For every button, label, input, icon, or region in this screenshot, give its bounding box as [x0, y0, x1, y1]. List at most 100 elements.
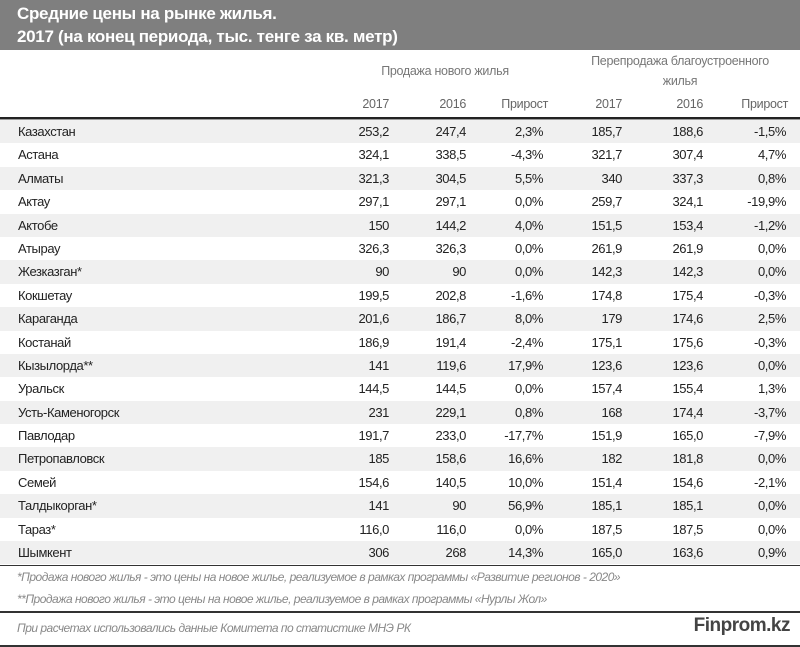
cell-resale-growth: -1,5%	[754, 124, 786, 139]
cell-new-2016: 140,5	[435, 474, 466, 490]
cell-new-2016: 247,4	[435, 124, 466, 139]
cell-city: Семей	[18, 474, 57, 490]
cell-city: Актау	[18, 194, 50, 210]
cell-resale-2017: 321,7	[591, 147, 622, 163]
cell-resale-2017: 261,9	[591, 240, 622, 256]
cell-new-growth: -1,6%	[511, 287, 543, 303]
cell-new-2017: 185	[368, 451, 390, 467]
col-header-resale-2016: 2016	[676, 97, 703, 111]
table-row: Павлодар 191,7 233,0 -17,7% 151,9 165,0 -7,9%	[0, 424, 800, 447]
cell-resale-2017: 168	[601, 404, 623, 420]
group-header-new: Продажа нового жилья	[381, 64, 509, 78]
group-header-resale-1: Перепродажа благоустроенного	[591, 54, 769, 68]
cell-resale-growth: -2,1%	[754, 474, 786, 490]
cell-resale-2017: 151,5	[591, 217, 622, 233]
cell-resale-2016: 142,3	[672, 264, 703, 280]
table-row: Тараз* 116,0 116,0 0,0% 187,5 187,5 0,0%	[0, 518, 800, 541]
brand-logo: Finprom.kz	[693, 615, 791, 636]
cell-new-growth: 5,5%	[514, 170, 543, 186]
cell-resale-2016: 188,6	[672, 124, 703, 139]
cell-resale-2017: 157,4	[591, 381, 622, 397]
cell-new-2017: 231	[368, 404, 390, 420]
cell-resale-growth: 0,0%	[757, 498, 786, 514]
cell-resale-2017: 185,1	[591, 498, 622, 514]
header-divider	[0, 117, 800, 120]
cell-city: Жезказган*	[18, 264, 82, 280]
cell-resale-growth: 0,0%	[757, 451, 786, 467]
cell-resale-growth: 2,5%	[757, 311, 786, 327]
cell-resale-2017: 174,8	[591, 287, 622, 303]
cell-new-2017: 326,3	[358, 240, 389, 256]
cell-resale-growth: -1,2%	[754, 217, 786, 233]
cell-new-2016: 233,0	[435, 428, 466, 444]
footnote-1: *Продажа нового жилья - это цены на ново…	[17, 570, 621, 584]
cell-new-2016: 304,5	[435, 170, 466, 186]
cell-city: Кокшетау	[18, 287, 72, 303]
cell-new-growth: -2,4%	[511, 334, 543, 350]
table-row: Усть-Каменогорск 231 229,1 0,8% 168 174,4 -3,7…	[0, 400, 800, 425]
cell-city: Кызылорда**	[18, 357, 93, 373]
cell-resale-2017: 165,0	[591, 545, 622, 561]
cell-new-2017: 144,5	[358, 381, 389, 397]
cell-new-2016: 119,6	[436, 357, 466, 373]
table-bottom-divider	[0, 565, 800, 566]
cell-new-2016: 90	[452, 498, 466, 514]
cell-resale-growth: 0,9%	[757, 545, 786, 561]
cell-resale-2016: 337,3	[672, 170, 703, 186]
cell-new-2016: 144,5	[435, 381, 466, 397]
cell-new-2017: 90	[375, 264, 389, 280]
cell-city: Тараз*	[18, 521, 56, 537]
table-row: Кызылорда** 141 119,6 17,9% 123,6 123,6 0,0%	[0, 353, 800, 378]
table-row: Петропавловск 185 158,6 16,6% 182 181,8 0,0%	[0, 447, 800, 471]
footnote-2: **Продажа нового жилья - это цены на нов…	[17, 592, 547, 606]
cell-resale-2017: 259,7	[591, 194, 622, 210]
bottom-divider	[0, 645, 800, 647]
cell-resale-2017: 340	[601, 170, 623, 186]
table-body: Казахстан 253,2 247,4 2,3% 185,7 188,6 -1,5% Ас…	[0, 120, 800, 565]
table-row: Кокшетау 199,5 202,8 -1,6% 174,8 175,4 -0,3%	[0, 284, 800, 307]
col-header-new-2016: 2016	[439, 97, 466, 111]
cell-resale-2017: 182	[601, 451, 623, 467]
cell-resale-growth: 4,7%	[757, 147, 786, 163]
cell-new-2017: 186,9	[358, 334, 389, 350]
cell-new-2017: 201,6	[358, 311, 389, 327]
col-header-new-2017: 2017	[362, 97, 389, 111]
cell-resale-2016: 187,5	[672, 521, 703, 537]
col-header-resale-growth: Прирост	[741, 97, 788, 111]
cell-resale-growth: 0,0%	[757, 521, 786, 537]
cell-new-2016: 297,1	[435, 194, 466, 210]
cell-resale-2016: 175,6	[672, 334, 703, 350]
cell-city: Петропавловск	[18, 451, 105, 467]
cell-resale-growth: 1,3%	[757, 381, 786, 397]
cell-new-growth: -4,3%	[511, 147, 543, 163]
cell-city: Актобе	[18, 217, 58, 233]
table-row: Астана 324,1 338,5 -4,3% 321,7 307,4 4,7%	[0, 143, 800, 166]
cell-new-growth: 56,9%	[508, 498, 543, 514]
col-header-new-growth: Прирост	[501, 97, 548, 111]
cell-city: Уральск	[18, 381, 64, 397]
table-row: Алматы 321,3 304,5 5,5% 340 337,3 0,8%	[0, 166, 800, 191]
table-row: Шымкент 306 268 14,3% 165,0 163,6 0,9%	[0, 541, 800, 565]
table-row: Актау 297,1 297,1 0,0% 259,7 324,1 -19,9%	[0, 190, 800, 213]
col-header-resale-2017: 2017	[595, 97, 622, 111]
cell-new-2016: 229,1	[435, 404, 466, 420]
cell-resale-growth: 0,0%	[757, 264, 786, 280]
cell-new-2016: 186,7	[435, 311, 466, 327]
table-row: Караганда 201,6 186,7 8,0% 179 174,6 2,5%	[0, 307, 800, 331]
cell-resale-2017: 123,6	[591, 357, 622, 373]
table-row: Актобе 150 144,2 4,0% 151,5 153,4 -1,2%	[0, 213, 800, 237]
cell-resale-2017: 142,3	[591, 264, 622, 280]
cell-new-growth: 0,0%	[514, 264, 543, 280]
cell-new-2017: 297,1	[358, 194, 389, 210]
cell-resale-growth: 0,0%	[757, 240, 786, 256]
cell-new-2016: 158,6	[435, 451, 466, 467]
cell-new-2016: 338,5	[435, 147, 466, 163]
cell-city: Атырау	[18, 240, 61, 256]
cell-resale-2017: 151,9	[591, 428, 622, 444]
cell-new-growth: 16,6%	[508, 451, 543, 467]
cell-resale-2017: 179	[601, 311, 623, 327]
cell-resale-2016: 185,1	[672, 498, 703, 514]
cell-new-growth: 17,9%	[508, 357, 543, 373]
cell-resale-2017: 185,7	[591, 124, 622, 139]
title-line-1: Средние цены на рынке жилья.	[17, 4, 277, 23]
